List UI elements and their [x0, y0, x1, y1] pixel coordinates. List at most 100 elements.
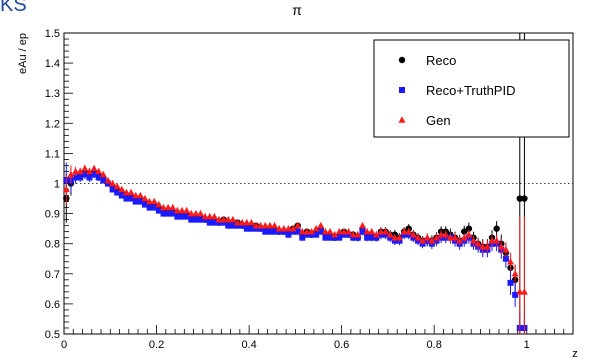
data-point	[419, 236, 427, 244]
data-point	[206, 219, 213, 226]
data-point	[266, 228, 273, 235]
data-point	[479, 242, 487, 250]
data-point	[470, 236, 477, 244]
data-point	[183, 213, 190, 220]
data-point	[368, 227, 376, 235]
data-point	[151, 204, 158, 211]
data-point	[215, 215, 223, 223]
data-point	[340, 227, 348, 235]
data-point	[262, 228, 269, 235]
data-point	[141, 194, 149, 202]
data-point	[313, 231, 320, 238]
data-point	[90, 164, 98, 172]
data-point	[317, 221, 325, 229]
data-point	[363, 227, 371, 235]
data-point	[155, 207, 162, 214]
data-point	[396, 233, 403, 241]
data-point	[516, 195, 523, 202]
data-point	[275, 224, 283, 232]
data-point	[85, 167, 93, 175]
data-point	[118, 185, 126, 193]
legend-box	[373, 39, 570, 138]
data-point	[294, 228, 301, 235]
data-point	[271, 221, 279, 229]
data-point	[512, 291, 519, 298]
data-point	[188, 216, 195, 223]
data-point	[225, 222, 232, 229]
data-point	[99, 170, 107, 178]
data-point	[248, 225, 255, 232]
data-point	[183, 206, 191, 214]
data-point	[461, 228, 468, 235]
data-point	[206, 212, 214, 220]
data-point	[104, 176, 112, 184]
data-point	[160, 210, 167, 217]
data-point	[289, 224, 297, 232]
y-tick-label: 0.5	[45, 329, 60, 341]
data-point	[266, 221, 274, 229]
data-point	[155, 200, 163, 208]
legend-label: Reco+TruthPID	[426, 83, 515, 98]
y-tick-label: 0.6	[45, 299, 60, 311]
y-tick-label: 0.7	[45, 269, 60, 281]
data-point	[243, 225, 250, 232]
y-tick-label: 1.1	[45, 148, 60, 160]
data-point	[423, 233, 431, 241]
data-point	[451, 233, 459, 241]
data-point	[493, 225, 500, 232]
data-point	[308, 227, 316, 235]
data-point	[62, 185, 70, 193]
data-point	[169, 203, 177, 211]
data-point	[460, 233, 468, 241]
data-point	[456, 236, 464, 244]
data-point	[483, 242, 491, 250]
data-point	[81, 171, 88, 178]
y-tick-label: 1.5	[45, 28, 60, 40]
data-point	[511, 270, 519, 277]
data-point	[322, 234, 329, 241]
data-point	[284, 224, 292, 232]
data-point	[192, 216, 199, 223]
data-point	[220, 215, 228, 223]
y-tick-label: 1.2	[45, 118, 60, 130]
data-point	[349, 230, 357, 238]
data-point	[113, 182, 121, 190]
data-point	[197, 209, 204, 217]
data-point	[137, 198, 144, 205]
data-point	[317, 228, 324, 235]
data-point	[405, 227, 413, 235]
data-point	[132, 191, 140, 199]
data-point	[192, 209, 200, 217]
x-tick-label: 1	[524, 339, 530, 351]
x-tick-label: 0.2	[149, 339, 164, 351]
data-point	[95, 174, 102, 181]
data-point	[294, 221, 302, 229]
data-point	[95, 167, 103, 175]
data-point	[377, 227, 385, 235]
legend-marker-circle	[398, 56, 406, 64]
data-point	[234, 218, 241, 226]
data-point	[280, 224, 288, 232]
data-point	[345, 227, 353, 235]
data-point	[229, 222, 236, 229]
x-tick-label: 0.8	[427, 339, 442, 351]
data-point	[354, 230, 362, 238]
chart-title: π	[292, 2, 302, 18]
data-point	[146, 197, 154, 205]
data-point	[516, 288, 524, 295]
data-point	[77, 174, 84, 181]
data-point	[224, 215, 232, 223]
data-point	[372, 230, 380, 238]
data-point	[400, 227, 408, 235]
data-point	[261, 221, 269, 229]
data-point	[211, 219, 218, 226]
data-point	[298, 227, 306, 235]
y-tick-label: 0.9	[45, 209, 60, 221]
data-point	[150, 197, 158, 205]
x-tick-label: 0.4	[241, 339, 256, 351]
x-tick-label: 0	[61, 339, 67, 351]
data-point	[520, 288, 528, 295]
data-point	[210, 212, 218, 220]
data-point	[414, 233, 422, 241]
data-point	[123, 188, 130, 196]
